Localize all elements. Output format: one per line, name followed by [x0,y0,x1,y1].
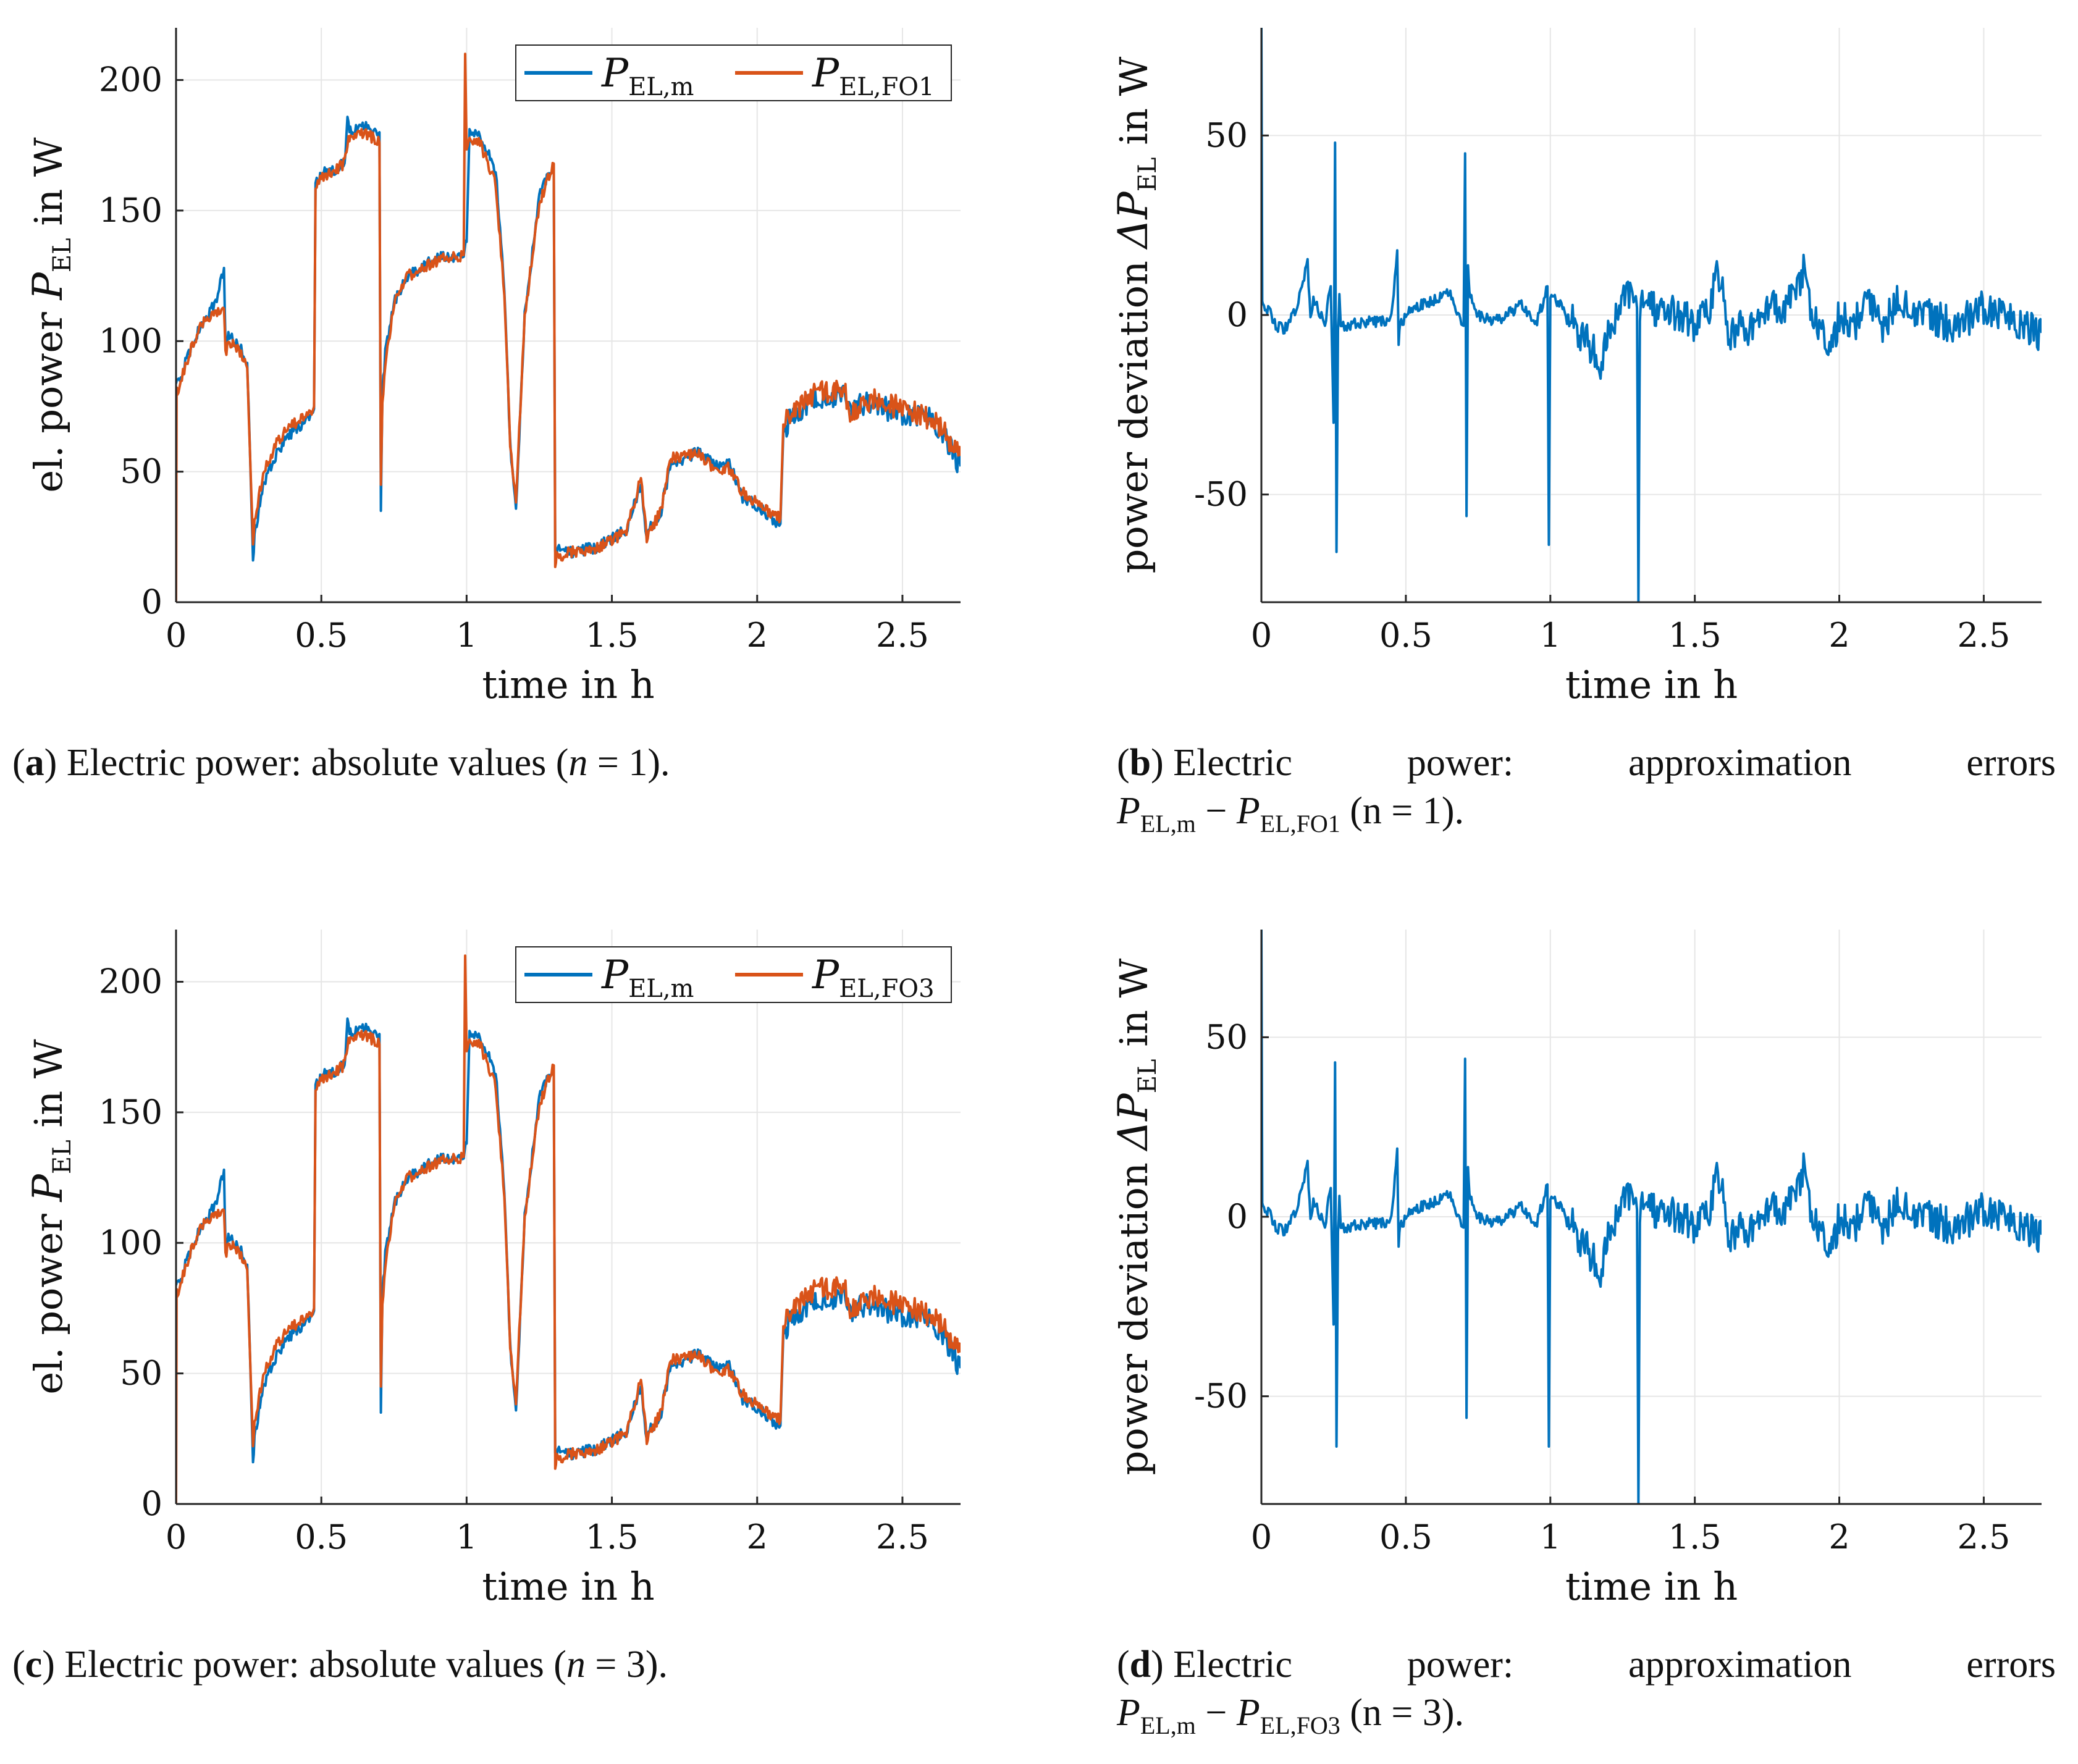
x-tick-label: 2 [747,1518,768,1556]
y-tick-label: 50 [120,452,162,491]
series-line-EL,m [176,116,961,562]
x-tick-label: 0.5 [1379,1518,1432,1556]
plot-area [1261,930,2042,1504]
x-tick-label: 1.5 [586,616,639,655]
caption-c: (c) Electric power: absolute values (n =… [12,1644,668,1686]
x-axis-label: time in h [482,1564,654,1609]
legend-entry: PEL,m [601,952,694,1003]
y-axis-label: el. power PEL in W [24,1039,77,1394]
grid-lines [175,930,961,1505]
legend: PEL,m PEL,FO3 [515,946,952,1003]
legend-entry: PEL,FO1 [812,51,935,101]
y-tick-label: 200 [99,962,162,1001]
x-tick-label: 0.5 [295,1518,348,1556]
x-tick-label: 2 [1828,1518,1849,1556]
plot-area [176,954,961,1504]
x-tick-label: 1.5 [1668,616,1722,655]
x-tick-label: 2 [747,616,768,655]
x-tick-label: 0 [166,1518,187,1556]
legend: PEL,m PEL,FO1 [515,44,952,101]
y-axis-label: el. power PEL in W [24,137,77,492]
x-tick-label: 1 [1540,1518,1561,1556]
x-tick-label: 0 [1251,1518,1272,1556]
x-tick-label: 2.5 [876,616,929,655]
caption-d: (d) Electric power: approximation errors… [1117,1644,2056,1739]
plot-area [1261,28,2042,602]
x-tick-label: 1 [1540,616,1561,655]
y-tick-label: 0 [141,1484,162,1523]
chart-panel-b: 0 0.5 1 1.5 2 2.5 -50 0 50 time in h power deviati… [1109,28,2042,707]
plot-area [176,52,961,602]
x-tick-label: 2.5 [1957,616,2010,655]
caption-label: d [1129,1644,1151,1686]
series-line-EL,FO3 [176,954,961,1504]
caption-text: Electric power: absolute values ( [64,1644,566,1686]
series-line-EL,FO1 [176,52,961,602]
y-tick-label: 0 [1227,1197,1248,1236]
y-tick-label: 100 [99,321,162,360]
legend-entry: PEL,FO3 [812,952,935,1003]
chart-panel-d: 0 0.5 1 1.5 2 2.5 -50 0 50 time in h power deviati… [1109,930,2042,1609]
y-tick-label: 50 [1205,1017,1248,1056]
y-axis-label: power deviation ΔPEL in W [1109,958,1162,1475]
x-tick-label: 2.5 [1957,1518,2010,1556]
x-axis-label: time in h [482,662,654,707]
grid-lines [175,28,961,603]
legend-entry: PEL,m [601,51,694,101]
x-tick-label: 2.5 [876,1518,929,1556]
y-tick-label: 50 [1205,116,1248,154]
x-tick-label: 1 [456,1518,477,1556]
x-tick-label: 0.5 [1379,616,1432,655]
series-line-deviation [1261,930,2042,1504]
caption-label: a [25,742,44,784]
caption-label: c [25,1644,43,1686]
y-tick-label: 100 [99,1223,162,1262]
x-tick-label: 0 [1251,616,1272,655]
y-tick-label: 150 [99,1093,162,1132]
x-tick-label: 2 [1828,616,1849,655]
x-axis-label: time in h [1565,662,1738,707]
chart-panel-c: 0 0.5 1 1.5 2 2.5 0 50 100 150 200 time in h el. pow… [24,930,961,1609]
x-axis-label: time in h [1565,1564,1738,1609]
y-tick-label: 150 [99,191,162,230]
x-tick-label: 0 [166,616,187,655]
chart-panel-a: 0 0.5 1 1.5 2 2.5 0 50 100 150 200 time in h el. pow… [24,28,961,707]
caption-text: Electric power: absolute values ( [66,742,569,784]
x-tick-label: 1 [456,616,477,655]
caption-a: (a) Electric power: absolute values (n =… [12,742,670,784]
x-tick-label: 1.5 [586,1518,639,1556]
caption-formula: PEL,m − PEL,FO3 (n = 3). [1117,1692,1464,1739]
y-tick-label: 200 [99,61,162,99]
caption-label: b [1129,742,1151,784]
y-tick-label: -50 [1194,475,1248,514]
caption-b: (b) Electric power: approximation errors… [1117,742,2056,838]
y-tick-label: 0 [141,582,162,621]
y-tick-label: 0 [1227,295,1248,334]
x-tick-label: 1.5 [1668,1518,1722,1556]
y-tick-label: 50 [120,1354,162,1393]
series-line-deviation [1261,28,2042,602]
caption-formula: PEL,m − PEL,FO1 (n = 1). [1117,790,1464,838]
series-line-EL,m [176,1017,961,1464]
x-tick-label: 0.5 [295,616,348,655]
y-axis-label: power deviation ΔPEL in W [1109,56,1162,573]
y-tick-label: -50 [1194,1377,1248,1416]
